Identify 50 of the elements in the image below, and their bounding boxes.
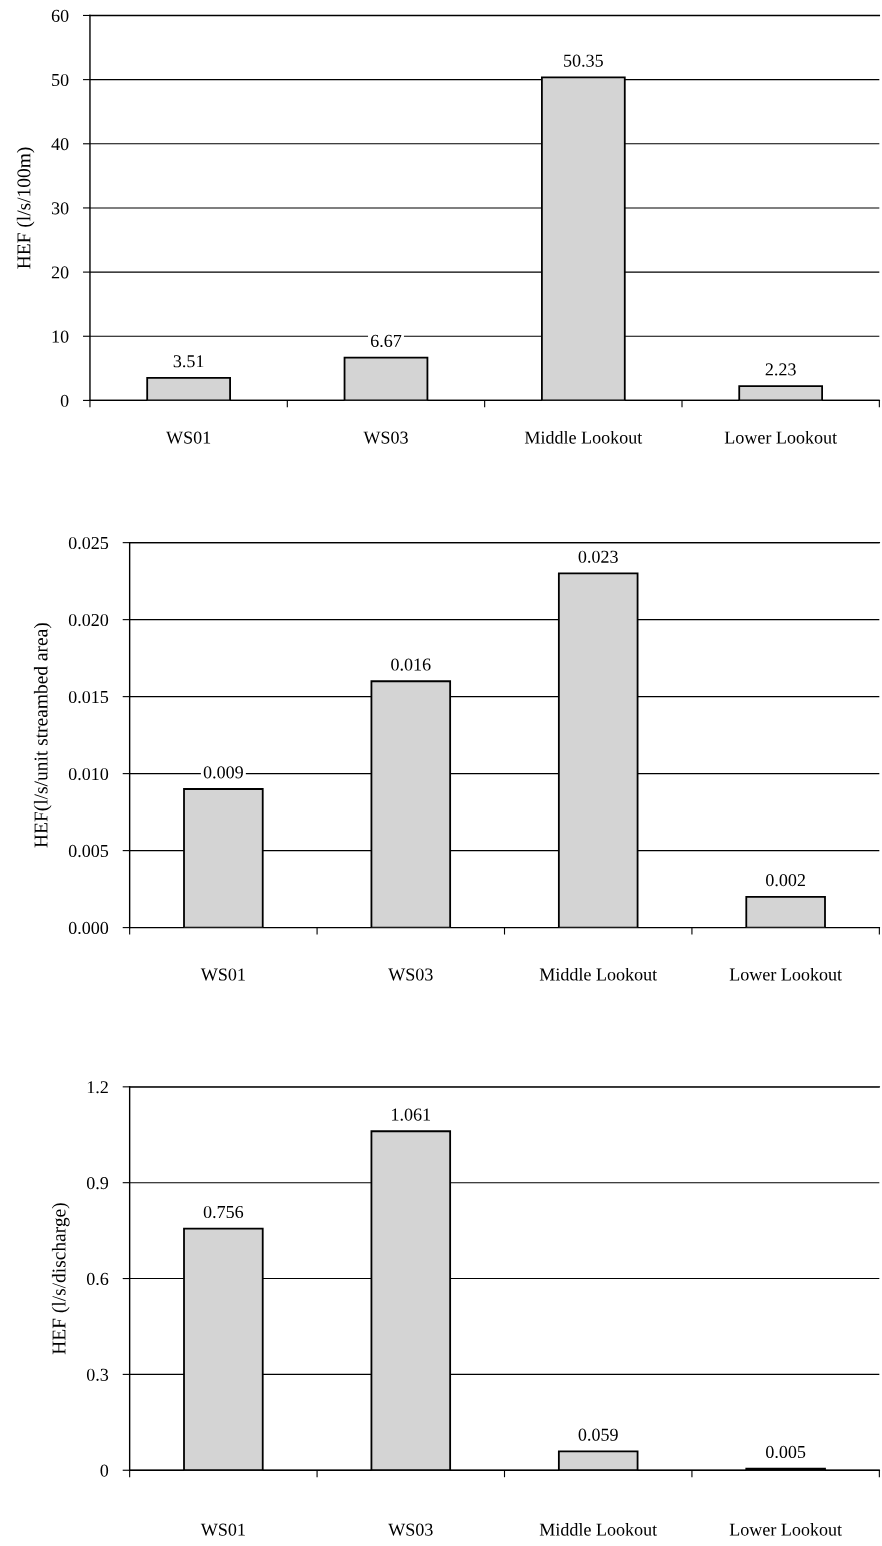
x-tick-label: Lower Lookout — [729, 1523, 842, 1536]
x-tick-label: WS01 — [166, 431, 211, 444]
y-axis-title: HEF (l/s/100m) — [16, 147, 35, 269]
data-label: 2.23 — [765, 363, 796, 376]
data-label: 0.756 — [203, 1205, 244, 1219]
y-tick-label: 0 — [100, 1464, 109, 1477]
y-tick-label: 0.3 — [86, 1368, 109, 1381]
data-label: 0.023 — [578, 550, 618, 563]
y-tick-label: 0.000 — [68, 921, 109, 935]
y-tick-label: 20 — [51, 266, 69, 279]
x-tick-label: WS01 — [200, 1523, 245, 1536]
y-tick-label: 0.005 — [68, 844, 109, 858]
data-label: 0.002 — [766, 874, 805, 887]
x-tick-label: WS03 — [388, 968, 433, 981]
data-label: 6.67 — [370, 334, 402, 348]
y-tick-label: 30 — [51, 202, 69, 215]
y-tick-label: 0.015 — [68, 690, 109, 704]
y-tick-label: 0.025 — [68, 536, 109, 550]
y-tick-label: 0.9 — [86, 1176, 109, 1190]
y-tick-label: 0.6 — [86, 1272, 109, 1286]
bar — [557, 1450, 639, 1471]
y-tick-label: 0.010 — [68, 767, 109, 781]
y-tick-label: 40 — [51, 138, 69, 151]
data-label: 0.005 — [766, 1445, 806, 1459]
y-axis-title: HEF(l/s/unit streambed area) — [33, 623, 52, 848]
bar — [738, 385, 824, 401]
x-tick-label: WS01 — [200, 968, 245, 981]
y-tick-label: 10 — [52, 330, 69, 343]
bar — [745, 895, 826, 928]
y-axis-title: HEF (l/s/discharge) — [51, 1203, 70, 1355]
x-tick-label: Lower Lookout — [724, 430, 837, 444]
bar — [343, 356, 429, 401]
x-tick-label: WS03 — [388, 1523, 433, 1536]
data-label: 3.51 — [173, 355, 204, 368]
y-tick-label: 50 — [52, 73, 69, 87]
data-label: 1.061 — [392, 1108, 431, 1121]
x-tick-label: Middle Lookout — [524, 430, 643, 444]
x-tick-label: Lower Lookout — [729, 967, 842, 981]
x-tick-label: Middle Lookout — [539, 1523, 658, 1536]
x-tick-label: Middle Lookout — [539, 967, 658, 981]
y-tick-label: 1.2 — [87, 1081, 108, 1094]
data-label: 0.009 — [203, 766, 243, 779]
y-tick-label: 60 — [51, 9, 69, 22]
y-tick-label: 0 — [60, 394, 69, 407]
bar — [146, 376, 231, 401]
data-label: 0.016 — [391, 658, 431, 671]
x-tick-label: WS03 — [363, 431, 408, 444]
data-label: 0.059 — [578, 1428, 618, 1441]
data-label: 50.35 — [564, 54, 603, 67]
y-tick-label: 0.020 — [68, 613, 109, 627]
